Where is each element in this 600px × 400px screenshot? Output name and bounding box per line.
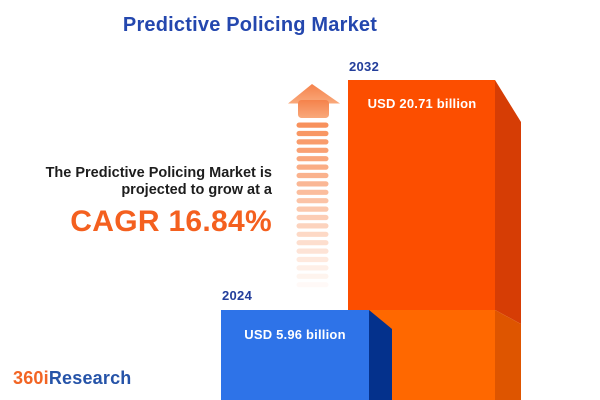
bar-2032-side-lower	[495, 310, 521, 400]
brand-logo-blue-part: Research	[48, 368, 132, 388]
bar-2024-side	[369, 310, 392, 400]
brand-logo-orange-part: 360i	[13, 368, 49, 388]
year-label-2024: 2024	[222, 288, 253, 303]
bar-2032-side-upper	[495, 80, 521, 324]
page-title: Predictive Policing Market	[122, 14, 378, 36]
bar-2024	[221, 310, 392, 400]
bar-2032	[348, 80, 521, 400]
bar-2024-front	[221, 310, 369, 400]
arrow-dashes	[296, 122, 329, 288]
bar-value-2024: USD 5.96 billion	[244, 327, 346, 342]
brand-logo: 360iResearch	[13, 368, 132, 389]
description-line-2: projected to grow at a	[121, 181, 272, 198]
growth-arrow-icon	[288, 84, 340, 288]
cagr-value: CAGR 16.84%	[70, 205, 272, 238]
description-line-1: The Predictive Policing Market is	[45, 165, 272, 181]
description-block: The Predictive Policing Market is projec…	[46, 165, 272, 239]
bar-2032-front-upper	[348, 80, 495, 310]
bar-value-2032: USD 20.71 billion	[367, 96, 477, 111]
year-label-2032: 2032	[349, 59, 380, 74]
